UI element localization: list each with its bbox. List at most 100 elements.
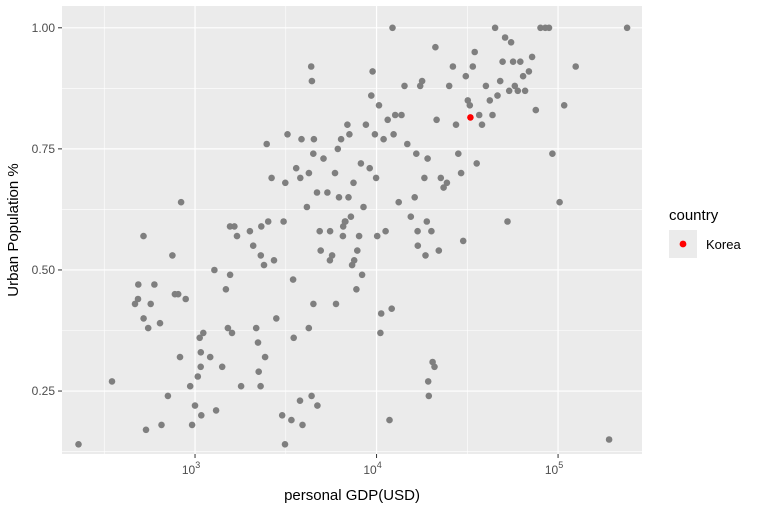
data-point [108,378,116,385]
data-point [437,174,445,182]
y-tick-label: 1.00 [32,21,56,35]
data-point [422,252,429,259]
data-point [198,412,205,419]
data-point [475,111,483,119]
data-point [386,416,393,424]
data-point [455,150,462,157]
data-point [431,363,438,371]
highlight-point-korea [467,114,474,121]
data-point [147,300,154,308]
data-point [326,227,334,235]
data-point [505,87,513,95]
data-point [549,150,556,157]
data-point [532,106,540,114]
data-point [369,68,376,75]
data-point [449,63,457,70]
data-point [268,174,275,182]
data-point [432,43,439,51]
data-point [380,135,387,143]
data-point [528,53,536,61]
data-point [273,315,280,322]
data-point [382,227,389,235]
data-point [237,382,245,390]
data-point [514,87,522,95]
data-point [263,140,271,148]
data-point [197,363,204,371]
data-point [292,164,300,172]
data-point [421,174,428,182]
data-point [344,121,351,128]
data-point [605,436,613,443]
data-point [186,382,194,390]
data-point [504,218,511,225]
legend-item-label: Korea [706,237,741,252]
data-point [435,247,443,254]
data-point [135,281,142,288]
x-axis-title: personal GDP(USD) [284,487,420,504]
data-point [401,82,408,90]
data-point [290,334,298,342]
data-point [366,164,374,172]
data-point [246,227,254,235]
data-point [373,232,381,240]
data-point [260,261,268,269]
data-point [511,82,519,90]
data-point [164,392,172,400]
data-point [296,397,304,405]
data-point [282,179,289,187]
data-point [310,150,317,157]
data-point [316,227,324,235]
data-point [471,48,479,56]
data-point [257,252,265,259]
x-tick-label: 103 [182,460,200,477]
data-point [414,227,421,235]
data-point [231,223,238,230]
data-point [307,63,315,70]
data-point [308,392,315,400]
data-point [310,300,317,308]
data-point [407,213,415,220]
data-point [350,179,357,187]
data-point [144,324,152,332]
data-point [478,121,486,128]
data-point [353,286,360,293]
data-point [482,82,490,90]
data-point [257,382,264,390]
data-point [305,324,313,332]
data-point [423,218,431,225]
data-point [390,131,397,138]
data-point [313,189,321,196]
data-point [418,77,426,85]
data-point [261,353,269,361]
data-point [545,24,553,32]
data-point [499,58,506,65]
data-point [389,24,396,32]
data-point [305,169,313,177]
data-point [142,426,150,434]
data-point [255,368,262,376]
data-point [372,174,380,182]
data-point [280,218,287,225]
data-point [140,315,147,322]
data-point [509,58,517,65]
y-tick-label: 0.75 [32,142,56,156]
data-point [335,194,343,201]
data-point [158,421,165,429]
data-point [298,135,305,143]
data-point [350,257,358,264]
data-point [346,131,353,138]
plot-panel [62,6,642,454]
data-point [188,421,196,429]
data-point [462,72,470,80]
data-point [177,198,185,206]
data-point [252,324,260,332]
data-point [440,184,447,191]
data-point [556,198,563,206]
data-point [521,87,529,95]
data-point [196,334,203,342]
data-point [507,39,515,46]
data-point [404,140,411,148]
data-point [428,227,435,235]
data-point [501,34,509,41]
